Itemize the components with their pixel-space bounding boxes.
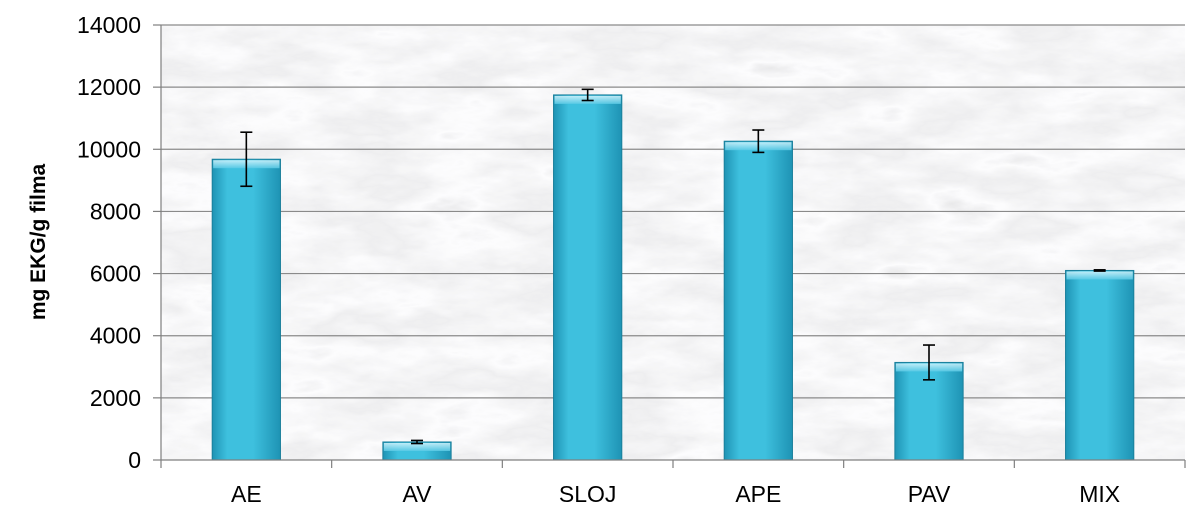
bar: [723, 140, 793, 461]
x-tick-label: APE: [735, 481, 781, 507]
x-tick-label: MIX: [1079, 481, 1120, 507]
x-tick-label: AV: [403, 481, 433, 507]
x-tick-label: AE: [231, 481, 262, 507]
bar: [1065, 269, 1135, 461]
x-tick-label: PAV: [908, 481, 951, 507]
y-tick-label: 8000: [90, 198, 141, 224]
y-tick-label: 4000: [90, 323, 141, 349]
y-tick-label: 14000: [77, 12, 141, 38]
x-tick-label: SLOJ: [559, 481, 617, 507]
plot-background: [161, 25, 1185, 460]
gridlines: [161, 24, 1185, 399]
bar-highlight: [383, 442, 451, 451]
bar: [211, 158, 281, 461]
y-tick-label: 12000: [77, 74, 141, 100]
bar: [553, 94, 623, 461]
axes: 0 2000 4000 6000 8000 10000 12000 14000 AE AV SLOJ…: [77, 12, 1186, 507]
bar-highlight: [1066, 271, 1133, 280]
y-tick-label: 10000: [77, 136, 141, 162]
y-axis-label: mg EKG/g filma: [27, 164, 50, 321]
y-tick-label: 2000: [90, 385, 141, 411]
bars: [211, 88, 1135, 461]
y-tick-label: 6000: [90, 261, 141, 287]
y-tick-label: 0: [128, 447, 141, 473]
